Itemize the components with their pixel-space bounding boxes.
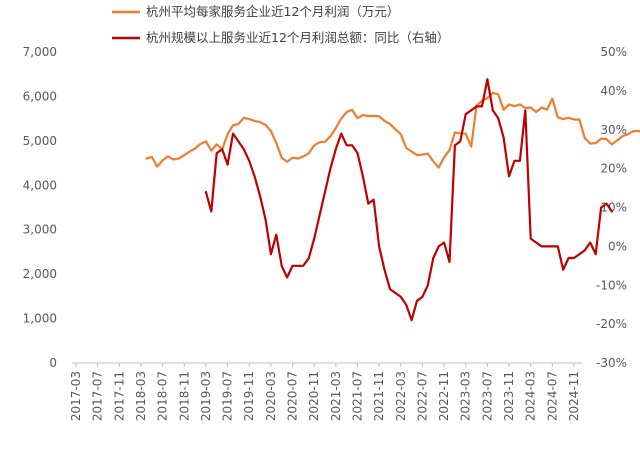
x-tick-label: 2023-03 bbox=[459, 371, 473, 421]
right-tick-label: 50% bbox=[600, 45, 627, 59]
legend-label-avg-profit: 杭州平均每家服务企业近12个月利润（万元） bbox=[146, 4, 399, 19]
x-tick-label: 2020-03 bbox=[264, 371, 278, 421]
left-tick-label: 4,000 bbox=[23, 178, 57, 192]
left-tick-label: 1,000 bbox=[23, 312, 57, 326]
left-tick-label: 0 bbox=[49, 356, 57, 370]
left-tick-label: 2,000 bbox=[23, 267, 57, 281]
x-axis-ticks: 2017-03 2017-07 2017-11 2018-03 2018-07 2018-… bbox=[69, 363, 581, 421]
x-tick-label: 2020-07 bbox=[286, 371, 300, 421]
x-tick-label: 2017-03 bbox=[69, 371, 83, 421]
x-tick-label: 2021-03 bbox=[329, 371, 343, 421]
right-tick-label: 10% bbox=[600, 201, 627, 215]
left-tick-label: 3,000 bbox=[23, 223, 57, 237]
right-tick-label: 20% bbox=[600, 162, 627, 176]
left-axis-ticks: 0 1,000 2,000 3,000 4,000 5,000 6,000 7,000 bbox=[23, 45, 57, 370]
x-tick-label: 2022-03 bbox=[394, 371, 408, 421]
right-tick-label: -10% bbox=[596, 278, 627, 292]
x-tick-label: 2018-07 bbox=[156, 371, 170, 421]
right-tick-label: -30% bbox=[596, 356, 627, 370]
x-tick-label: 2017-11 bbox=[112, 371, 126, 421]
legend: 杭州平均每家服务企业近12个月利润（万元） 杭州规模以上服务业近12个月利润总额… bbox=[112, 4, 449, 45]
series-lines bbox=[145, 78, 640, 322]
x-tick-label: 2018-11 bbox=[177, 371, 191, 421]
x-tick-label: 2021-07 bbox=[350, 371, 364, 421]
x-tick-label: 2021-11 bbox=[372, 371, 386, 421]
x-tick-label: 2022-11 bbox=[437, 371, 451, 421]
right-tick-label: 40% bbox=[600, 84, 627, 98]
left-tick-label: 5,000 bbox=[23, 134, 57, 148]
right-tick-label: 0% bbox=[608, 239, 627, 253]
x-tick-label: 2019-03 bbox=[199, 371, 213, 421]
x-tick-label: 2023-11 bbox=[502, 371, 516, 421]
series-line-yoy bbox=[204, 78, 614, 322]
x-tick-label: 2020-11 bbox=[307, 371, 321, 421]
legend-label-yoy: 杭州规模以上服务业近12个月利润总额：同比（右轴） bbox=[146, 30, 449, 45]
right-tick-label: -20% bbox=[596, 317, 627, 331]
x-tick-label: 2024-07 bbox=[545, 371, 559, 421]
left-tick-label: 6,000 bbox=[23, 89, 57, 103]
x-tick-label: 2018-03 bbox=[134, 371, 148, 421]
x-tick-label: 2019-11 bbox=[242, 371, 256, 421]
series-line-avg-profit bbox=[145, 91, 640, 169]
x-tick-label: 2024-03 bbox=[524, 371, 538, 421]
x-tick-label: 2024-11 bbox=[567, 371, 581, 421]
right-tick-label: 30% bbox=[600, 123, 627, 137]
x-tick-label: 2023-07 bbox=[480, 371, 494, 421]
left-tick-label: 7,000 bbox=[23, 45, 57, 59]
x-tick-label: 2022-07 bbox=[415, 371, 429, 421]
x-tick-label: 2017-07 bbox=[91, 371, 105, 421]
x-tick-label: 2019-07 bbox=[221, 371, 235, 421]
